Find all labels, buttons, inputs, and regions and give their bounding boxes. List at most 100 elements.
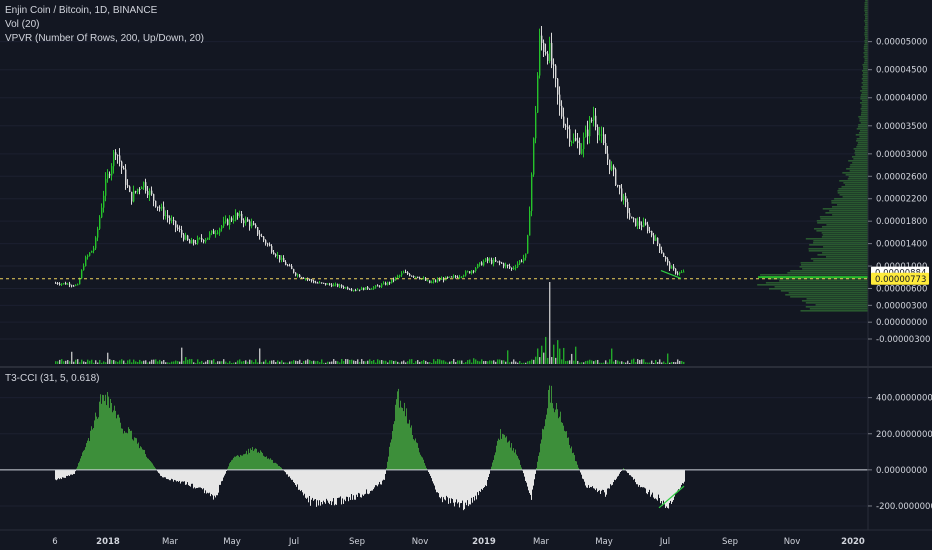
volume-bar xyxy=(307,359,309,364)
cci-bar xyxy=(623,468,624,470)
vpvr-bar xyxy=(839,194,868,196)
candle-body xyxy=(135,191,137,193)
trendline-cci[interactable] xyxy=(658,485,685,509)
price-tick-label: 0.00002600 xyxy=(876,172,927,182)
candle-body xyxy=(431,281,433,283)
volume-bar xyxy=(257,362,259,364)
legend-volume[interactable]: Vol (20) xyxy=(5,19,40,30)
vpvr-bar xyxy=(852,162,868,164)
cci-bar xyxy=(666,469,667,507)
candle-body xyxy=(349,289,351,291)
vpvr-bar xyxy=(863,72,868,74)
vpvr-bar xyxy=(817,254,868,256)
candle-body xyxy=(511,267,513,269)
cci-bar xyxy=(310,469,311,506)
cci-bar xyxy=(655,469,656,499)
candle-body xyxy=(203,239,205,242)
cci-bar xyxy=(100,394,101,470)
cci-bar xyxy=(438,469,439,494)
candle-body xyxy=(661,250,663,254)
candle-body xyxy=(387,282,389,285)
vpvr-bar xyxy=(864,10,868,12)
cci-bar xyxy=(115,410,116,470)
cci-bar xyxy=(556,402,557,470)
cci-bar xyxy=(477,469,478,493)
candle-body xyxy=(361,287,363,291)
price-candles[interactable] xyxy=(55,25,685,292)
cci-bar xyxy=(285,469,286,473)
volume-bar xyxy=(219,361,221,364)
cci-bar xyxy=(188,469,189,486)
candle-body xyxy=(425,278,427,281)
cci-bar xyxy=(652,469,653,493)
cci-bar xyxy=(424,463,425,470)
cci-bar xyxy=(323,469,324,501)
cci-bar xyxy=(596,469,597,489)
candle-body xyxy=(277,255,279,257)
cci-bar xyxy=(279,466,280,470)
volume-bar xyxy=(519,361,521,364)
vpvr-bar xyxy=(858,116,868,118)
trendline-price[interactable] xyxy=(660,269,682,279)
cci-bar xyxy=(235,456,236,470)
cci-bar xyxy=(292,469,293,480)
cci-bar xyxy=(169,469,170,481)
legend-cci[interactable]: T3-CCI (31, 5, 0.618) xyxy=(5,373,100,384)
candle-body xyxy=(305,278,307,280)
cci-bar xyxy=(516,454,517,470)
time-tick-label: May xyxy=(595,537,613,547)
cci-bar xyxy=(468,469,469,507)
cci-bar xyxy=(481,469,482,489)
cci-bar xyxy=(379,469,380,482)
candle-body xyxy=(629,213,631,217)
legend-vpvr[interactable]: VPVR (Number Of Rows, 200, Up/Down, 20) xyxy=(5,33,204,44)
cci-bar xyxy=(221,469,222,482)
cci-bar xyxy=(172,469,173,480)
cci-bar xyxy=(318,469,319,506)
cci-bar xyxy=(654,469,655,499)
volume-bar xyxy=(181,347,183,364)
cci-bar xyxy=(92,429,93,470)
cci-bar xyxy=(232,459,233,470)
time-axis[interactable]: 6 2018 Mar May Jul Sep Nov 2019 Mar May Jul Sep Nov 2… xyxy=(52,537,865,547)
cci-bar xyxy=(338,469,339,498)
vpvr-bar xyxy=(853,158,868,160)
cci-bar xyxy=(503,434,504,470)
cci-axis[interactable]: 400.00000000 200.00000000 0.00000000 -200.0… xyxy=(868,394,932,512)
volume-bar xyxy=(195,362,197,364)
cci-bar xyxy=(181,469,182,482)
volume-bar xyxy=(673,361,675,364)
volume-bar xyxy=(347,359,349,364)
cci-bar xyxy=(133,440,134,470)
volume-bar xyxy=(505,361,507,364)
cci-bar xyxy=(280,467,281,470)
cci-bar xyxy=(399,407,400,470)
cci-bar xyxy=(392,431,393,470)
vpvr-bar xyxy=(817,222,868,224)
cci-bar xyxy=(267,458,268,470)
volume-bar xyxy=(225,361,227,364)
candle-body xyxy=(245,219,247,224)
candle-body xyxy=(257,227,259,235)
candle-body xyxy=(67,283,69,285)
cci-bar xyxy=(509,440,510,470)
candle-body xyxy=(611,166,613,170)
cci-bar xyxy=(302,469,303,493)
cci-bar xyxy=(340,469,341,497)
vpvr-bar xyxy=(780,290,868,292)
cci-bar xyxy=(539,452,540,470)
legend-symbol[interactable]: Enjin Coin / Bitcoin, 1D, BINANCE xyxy=(5,5,158,16)
candle-body xyxy=(299,274,301,278)
candle-body xyxy=(577,140,579,144)
vpvr-bar xyxy=(768,288,868,290)
vpvr-bar xyxy=(820,218,868,220)
cci-bar xyxy=(270,458,271,470)
price-axis[interactable]: 0.00005000 0.00004500 0.00004000 0.00003500… xyxy=(868,38,930,345)
vpvr-bar xyxy=(839,180,868,182)
candle-body xyxy=(91,250,93,253)
volume-bar xyxy=(441,360,443,364)
cci-bar xyxy=(543,429,544,470)
cci-bar xyxy=(440,469,441,499)
cci-bar xyxy=(193,469,194,489)
